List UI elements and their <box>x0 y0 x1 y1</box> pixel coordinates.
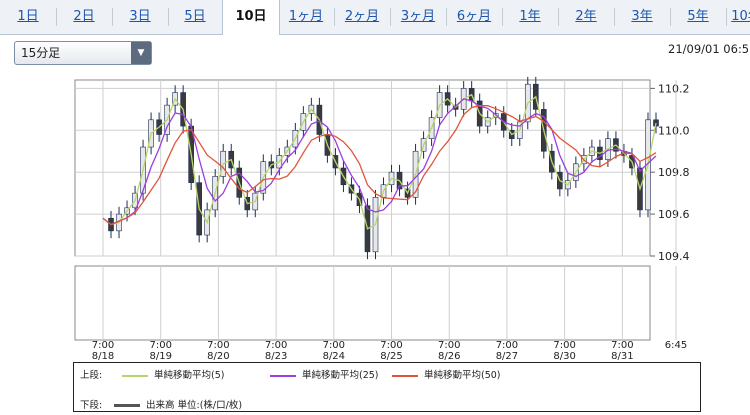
y-tick-label: 109.8 <box>658 166 690 179</box>
tab-3ヶ月[interactable]: 3ヶ月 <box>400 9 436 24</box>
tab-separator <box>334 8 335 26</box>
tab-separator <box>502 8 503 26</box>
x-tick-date: 8/26 <box>438 351 460 362</box>
legend-swatch-ma25 <box>270 374 296 377</box>
tab-10年[interactable]: 10年 <box>731 9 750 24</box>
tab-1ヶ月[interactable]: 1ヶ月 <box>288 9 324 24</box>
volume-panel-frame <box>74 265 651 341</box>
legend-label-volume: 出来高 単位:(株/口/枚) <box>146 400 243 411</box>
y-tick-label: 109.6 <box>658 208 690 221</box>
triangle-down-icon[interactable]: ▼ <box>131 42 151 64</box>
legend-swatch-ma5 <box>122 374 148 377</box>
interval-select-value: 15分足 <box>21 46 61 60</box>
tab-separator <box>56 8 57 26</box>
y-tick-label: 110.2 <box>658 82 690 95</box>
x-tick-date: 8/27 <box>496 351 518 362</box>
legend-label-ma25: 単純移動平均(25) <box>302 370 379 381</box>
legend-label-ma50: 単純移動平均(50) <box>424 370 501 381</box>
y-tick-label: 109.4 <box>658 250 690 263</box>
x-tick-date: 8/19 <box>149 351 171 362</box>
tab-3年[interactable]: 3年 <box>631 9 653 24</box>
chart-legend: 上段: 単純移動平均(5) 単純移動平均(25) 単純移動平均(50) 下段: … <box>73 362 701 412</box>
x-tick-time: 7:00 <box>265 340 287 351</box>
ma-line-2 <box>102 93 657 230</box>
tab-separator <box>168 8 169 26</box>
tab-6ヶ月[interactable]: 6ヶ月 <box>456 9 492 24</box>
tab-5年[interactable]: 5年 <box>687 9 709 24</box>
tab-1年[interactable]: 1年 <box>519 9 541 24</box>
x-tick-date: 8/25 <box>380 351 402 362</box>
x-tick-time: 7:00 <box>92 340 114 351</box>
x-tick-time: 7:00 <box>380 340 402 351</box>
x-tick-time: 7:00 <box>438 340 460 351</box>
legend-swatch-ma50 <box>392 374 418 377</box>
x-tick-time: 7:00 <box>207 340 229 351</box>
legend-label-ma5: 単純移動平均(5) <box>154 370 225 381</box>
tab-1日[interactable]: 1日 <box>17 9 39 24</box>
x-tick-time: 6:45 <box>665 340 687 351</box>
tab-separator <box>670 8 671 26</box>
tab-separator <box>558 8 559 26</box>
y-tick-label: 110.0 <box>658 124 690 137</box>
tab-5日[interactable]: 5日 <box>184 9 206 24</box>
legend-item-volume: 出来高 単位:(株/口/枚) <box>114 397 242 411</box>
x-tick-date: 8/24 <box>323 351 345 362</box>
x-tick-time: 7:00 <box>553 340 575 351</box>
ma-line-4 <box>102 98 657 226</box>
legend-item-ma50: 単純移動平均(50) <box>392 367 501 381</box>
ma-line-7 <box>102 105 657 226</box>
legend-item-ma25: 単純移動平均(25) <box>270 367 379 381</box>
x-tick-date: 8/31 <box>611 351 633 362</box>
x-tick-date: 8/18 <box>92 351 114 362</box>
x-tick-time: 7:00 <box>323 340 345 351</box>
tab-separator <box>390 8 391 26</box>
x-tick-time: 7:00 <box>611 340 633 351</box>
tab-3日[interactable]: 3日 <box>129 9 151 24</box>
tab-separator <box>446 8 447 26</box>
x-tick-date: 8/20 <box>207 351 229 362</box>
x-tick-time: 7:00 <box>149 340 171 351</box>
x-tick-time: 7:00 <box>496 340 518 351</box>
tab-separator <box>726 8 727 26</box>
legend-upper-label: 上段: <box>80 370 103 381</box>
legend-swatch-volume <box>114 404 140 407</box>
timestamp: 21/09/01 06:5 <box>668 42 750 56</box>
price-panel-frame <box>74 79 651 257</box>
tab-2ヶ月[interactable]: 2ヶ月 <box>344 9 380 24</box>
tab-2日[interactable]: 2日 <box>73 9 95 24</box>
legend-lower-row: 下段: 出来高 単位:(株/口/枚) <box>80 397 242 411</box>
period-tabs: 1日 2日 3日 5日 10日 1ヶ月 2ヶ月 3ヶ月 6ヶ月 1年 2年 3年 5年 10年 <box>0 0 750 35</box>
x-tick-date: 8/30 <box>553 351 575 362</box>
interval-select[interactable]: 15分足 ▼ <box>14 41 152 65</box>
x-tick-date: 8/23 <box>265 351 287 362</box>
legend-item-ma5: 単純移動平均(5) <box>122 367 224 381</box>
tab-separator <box>614 8 615 26</box>
tab-2年[interactable]: 2年 <box>575 9 597 24</box>
tab-10日[interactable]: 10日 <box>222 0 280 35</box>
price-chart: 110.2110.0109.8109.6109.47:008/187:008/1… <box>74 76 690 362</box>
legend-lower-label: 下段: <box>80 400 103 411</box>
tab-separator <box>112 8 113 26</box>
legend-upper-row: 上段: 単純移動平均(5) 単純移動平均(25) 単純移動平均(50) <box>80 367 501 381</box>
